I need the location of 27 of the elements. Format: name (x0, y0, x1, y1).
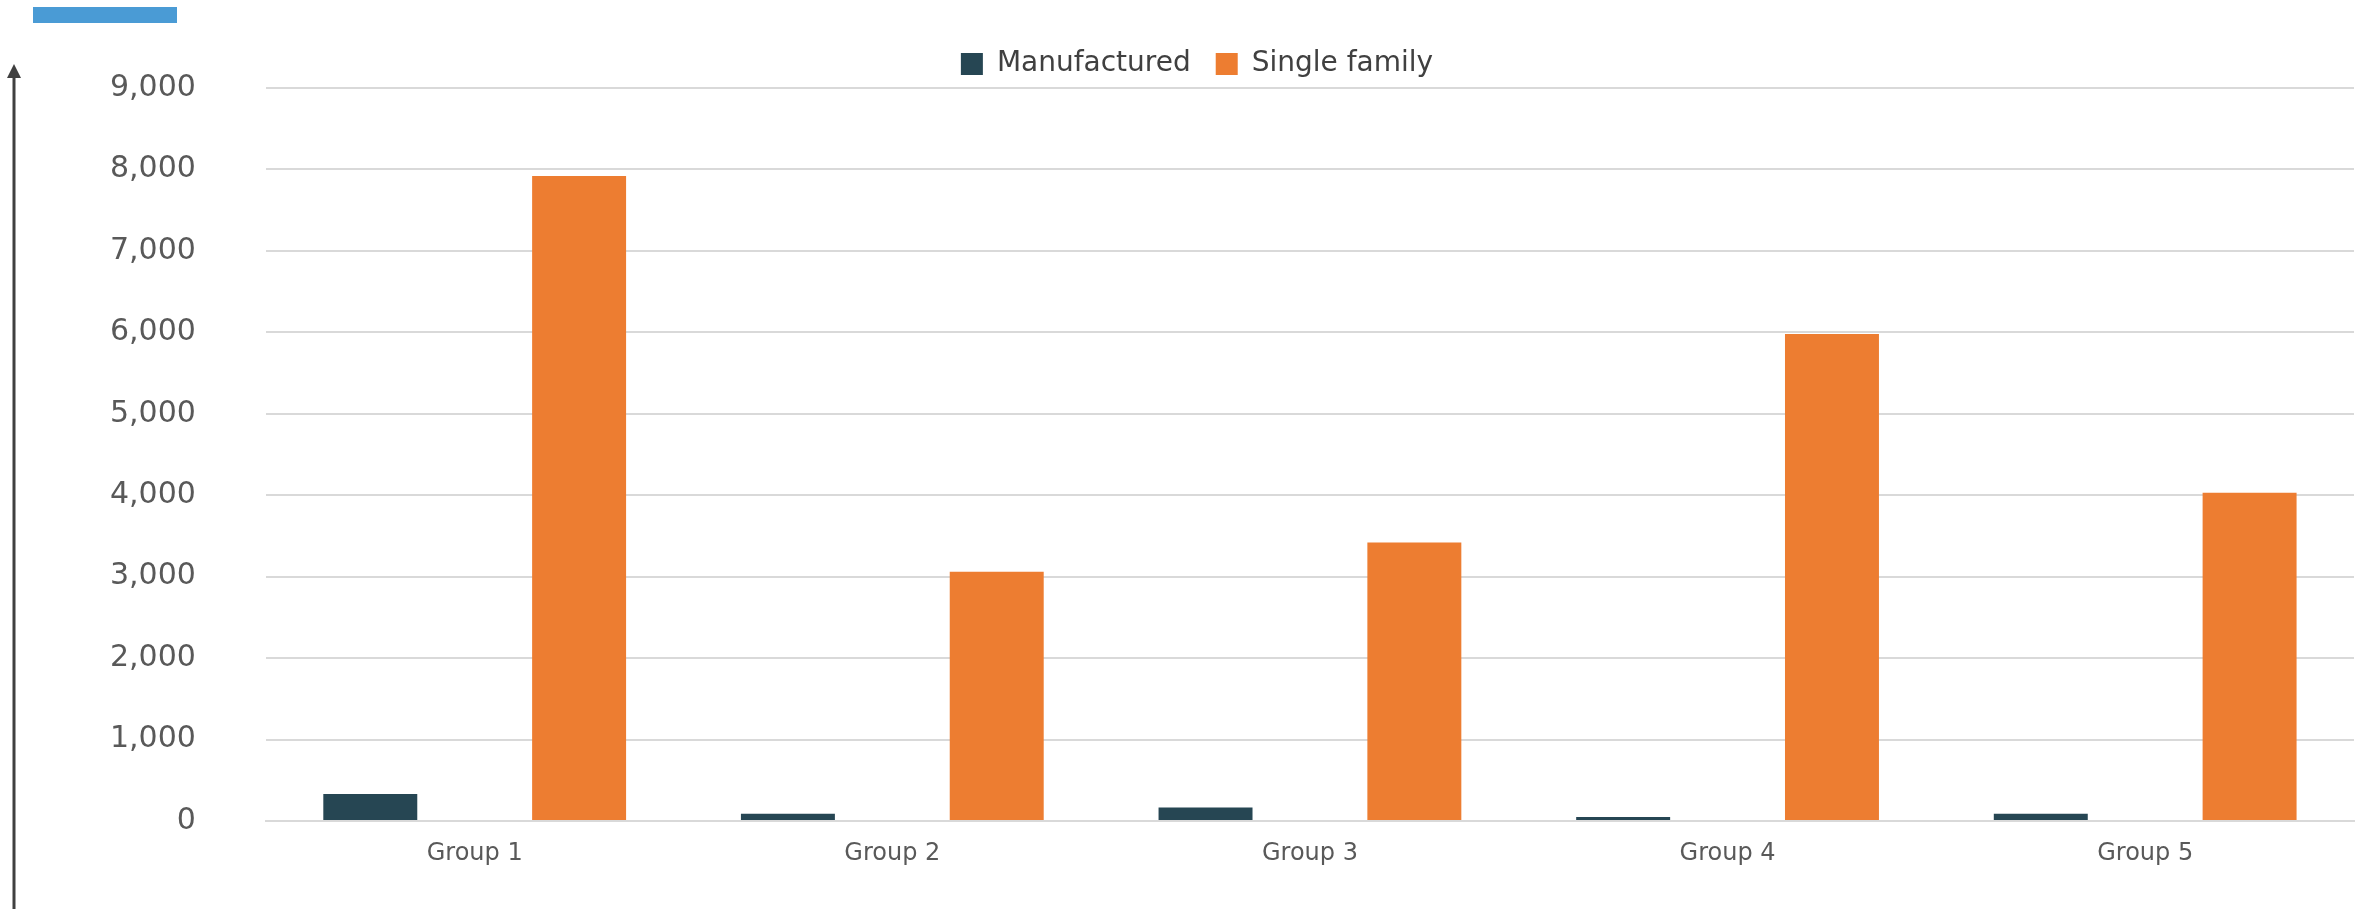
x-tick-label: Group 3 (1261, 837, 1358, 866)
legend-label: Single family (1251, 45, 1434, 79)
y-tick-label: 5,000 (109, 393, 196, 429)
bar (949, 571, 1044, 820)
y-tick-label: 2,000 (109, 637, 196, 673)
y-tick-label: 1,000 (109, 719, 196, 755)
y-tick-label: 7,000 (109, 230, 196, 266)
x-tick-label: Group 2 (844, 837, 941, 866)
bar (1158, 807, 1253, 820)
x-tick-label: Group 1 (426, 837, 523, 866)
bar (1993, 813, 2088, 820)
legend-label: Manufactured (996, 45, 1191, 79)
y-tick-label: 4,000 (109, 475, 196, 511)
bar (1367, 542, 1462, 820)
bar (1576, 816, 1671, 820)
y-tick-label: 6,000 (109, 312, 196, 348)
y-tick-label: 9,000 (109, 67, 196, 103)
y-tick-label: 0 (176, 800, 196, 836)
bar (1784, 333, 1879, 820)
bar (323, 794, 418, 820)
bar (740, 813, 835, 820)
x-tick-label: Group 5 (2097, 837, 2194, 866)
y-tick-label: 3,000 (109, 556, 196, 592)
y-tick-label: 8,000 (109, 149, 196, 185)
bar (2202, 492, 2297, 820)
bar (532, 175, 627, 820)
x-tick-label: Group 4 (1679, 837, 1776, 866)
